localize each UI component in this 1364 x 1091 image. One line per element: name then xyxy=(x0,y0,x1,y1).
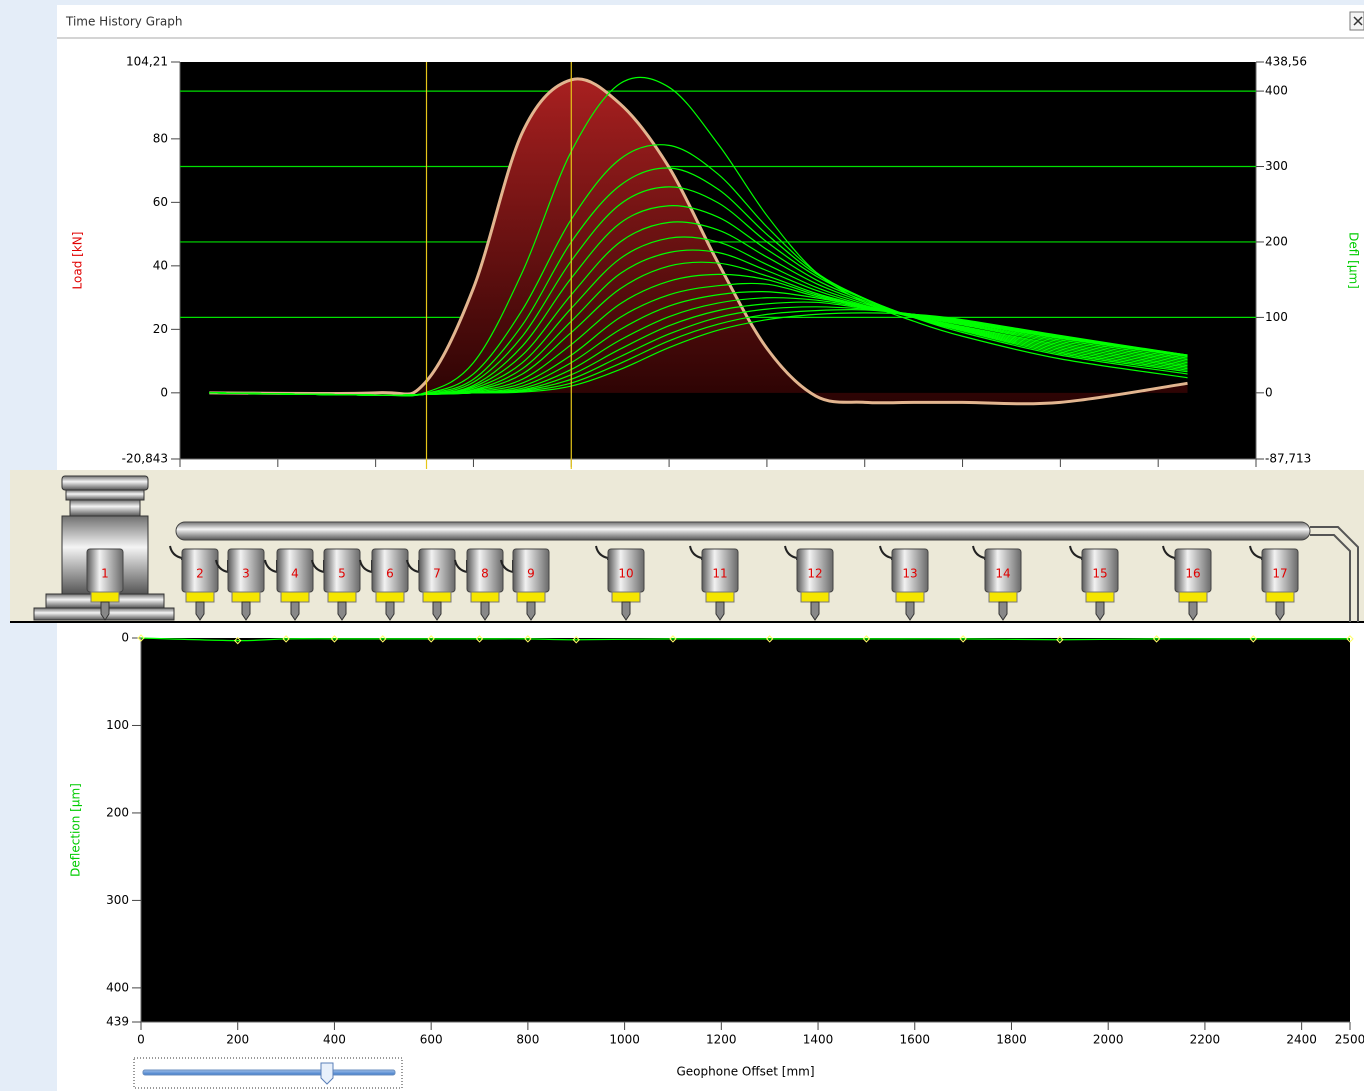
geophone-label: 12 xyxy=(807,567,822,581)
x-tick-label: 1600 xyxy=(899,1033,930,1047)
y2-tick-label: 200 xyxy=(1265,234,1288,248)
y-tick-label: 104,21 xyxy=(126,55,168,69)
geophone-label: 4 xyxy=(291,567,299,581)
x-tick-label: 2400 xyxy=(1286,1033,1317,1047)
load-cell-part xyxy=(70,500,140,516)
y-tick-label: 40 xyxy=(153,258,168,272)
geophone-beam xyxy=(176,522,1310,540)
geophone-label: 9 xyxy=(527,567,535,581)
geophone-label: 10 xyxy=(618,567,633,581)
y-axis-label: Load [kN] xyxy=(71,232,85,290)
x-tick-label: 1200 xyxy=(706,1033,737,1047)
y-tick-label: 60 xyxy=(153,195,168,209)
y-tick-label: 439 xyxy=(106,1015,129,1029)
geophone-label: 1 xyxy=(101,567,109,581)
x-tick-label: 200 xyxy=(226,1033,249,1047)
y2-tick-label: 400 xyxy=(1265,84,1288,98)
geophone-label: 16 xyxy=(1185,567,1200,581)
window-title: Time History Graph xyxy=(65,15,183,29)
y-tick-label: 200 xyxy=(106,805,129,819)
geophone-base xyxy=(517,592,545,602)
geophone-base xyxy=(706,592,734,602)
geophone-label: 11 xyxy=(712,567,727,581)
geophone-label: 15 xyxy=(1092,567,1107,581)
y-axis-label: Deflection [µm] xyxy=(69,783,83,877)
geophone-label: 6 xyxy=(386,567,394,581)
geophone-base xyxy=(186,592,214,602)
geophone-label: 13 xyxy=(902,567,917,581)
close-button[interactable] xyxy=(1350,12,1364,30)
y2-tick-label: 438,56 xyxy=(1265,55,1307,69)
y-tick-label: 400 xyxy=(106,980,129,994)
x-tick-label: 600 xyxy=(420,1033,443,1047)
geophone-base xyxy=(896,592,924,602)
load-cell-part xyxy=(66,490,144,500)
y-tick-label: 20 xyxy=(153,322,168,336)
geophone-base xyxy=(471,592,499,602)
geophone-label: 3 xyxy=(242,567,250,581)
slider-track[interactable] xyxy=(143,1070,395,1075)
geophone-base xyxy=(91,592,119,602)
geophone-base xyxy=(989,592,1017,602)
y-tick-label: -20,843 xyxy=(122,452,168,466)
y-tick-label: 80 xyxy=(153,131,168,145)
y2-tick-label: 300 xyxy=(1265,159,1288,173)
y2-tick-label: 100 xyxy=(1265,310,1288,324)
geophone-label: 7 xyxy=(433,567,441,581)
x-tick-label: 2200 xyxy=(1190,1033,1221,1047)
x-tick-label: 1800 xyxy=(996,1033,1027,1047)
load-cell-part xyxy=(62,476,148,490)
y-tick-label: 0 xyxy=(121,631,129,645)
geophone-label: 8 xyxy=(481,567,489,581)
x-tick-label: 2500 xyxy=(1335,1033,1364,1047)
geophone-base xyxy=(612,592,640,602)
x-tick-label: 400 xyxy=(323,1033,346,1047)
x-tick-label: 1400 xyxy=(803,1033,834,1047)
geophone-base xyxy=(801,592,829,602)
x-tick-label: 800 xyxy=(516,1033,539,1047)
x-tick-label: 1000 xyxy=(609,1033,640,1047)
geophone-base xyxy=(1086,592,1114,602)
x-tick-label: 0 xyxy=(137,1033,145,1047)
geophone-base xyxy=(423,592,451,602)
y2-tick-label: -87,713 xyxy=(1265,452,1311,466)
geophone-label: 2 xyxy=(196,567,204,581)
y-tick-label: 100 xyxy=(106,718,129,732)
x-axis-label: Geophone Offset [mm] xyxy=(677,1065,815,1079)
plot-area xyxy=(141,638,1350,1022)
y-tick-label: 300 xyxy=(106,893,129,907)
geophone-base xyxy=(232,592,260,602)
app-window: Time History Graph 123456789101112131415… xyxy=(0,0,1364,1091)
y2-tick-label: 0 xyxy=(1265,385,1273,399)
x-tick-label: 2000 xyxy=(1093,1033,1124,1047)
geophone-label: 5 xyxy=(338,567,346,581)
geophone-base xyxy=(1179,592,1207,602)
geophone-label: 14 xyxy=(995,567,1010,581)
geophone-base xyxy=(376,592,404,602)
geophone-label: 17 xyxy=(1272,567,1287,581)
geophone-base xyxy=(328,592,356,602)
geophone-base xyxy=(1266,592,1294,602)
y2-axis-label: Defl [µm] xyxy=(1347,232,1361,289)
y-tick-label: 0 xyxy=(160,385,168,399)
geophone-base xyxy=(281,592,309,602)
